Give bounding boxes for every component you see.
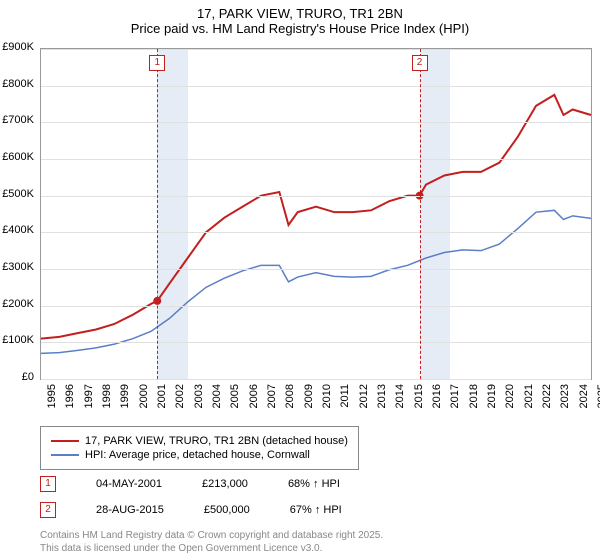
y-gridline [41,86,591,87]
y-gridline [41,232,591,233]
y-tick-label: £900K [0,41,34,53]
x-tick-label: 2015 [413,384,425,414]
x-tick-label: 2009 [303,384,315,414]
footer-line1: Contains HM Land Registry data © Crown c… [40,530,383,541]
x-tick-label: 2023 [559,384,571,414]
y-gridline [41,122,591,123]
x-tick-label: 2001 [156,384,168,414]
sale-info-badge: 1 [40,476,56,492]
title-address: 17, PARK VIEW, TRURO, TR1 2BN [0,6,600,21]
x-tick-label: 2022 [541,384,553,414]
legend-item: 17, PARK VIEW, TRURO, TR1 2BN (detached … [51,435,348,447]
y-tick-label: £500K [0,188,34,200]
y-tick-label: £300K [0,261,34,273]
x-tick-label: 2025 [596,384,600,414]
y-gridline [41,306,591,307]
x-tick-label: 2010 [321,384,333,414]
sale-price: £500,000 [204,504,250,516]
y-gridline [41,49,591,50]
sale-info-row: 2 28-AUG-2015 £500,000 67% ↑ HPI [40,502,342,518]
series-line-price_paid [41,95,591,339]
x-tick-label: 2007 [266,384,278,414]
x-tick-label: 2024 [578,384,590,414]
legend-box: 17, PARK VIEW, TRURO, TR1 2BN (detached … [40,426,359,470]
x-tick-label: 2016 [431,384,443,414]
x-tick-label: 2008 [284,384,296,414]
y-gridline [41,196,591,197]
x-tick-label: 2018 [468,384,480,414]
x-tick-label: 2021 [523,384,535,414]
legend-swatch [51,454,79,456]
x-tick-label: 1996 [64,384,76,414]
title-subtitle: Price paid vs. HM Land Registry's House … [0,21,600,36]
x-tick-label: 2012 [358,384,370,414]
x-tick-label: 2002 [174,384,186,414]
chart-container: 17, PARK VIEW, TRURO, TR1 2BN Price paid… [0,0,600,560]
y-gridline [41,159,591,160]
title-block: 17, PARK VIEW, TRURO, TR1 2BN Price paid… [0,0,600,36]
y-gridline [41,379,591,380]
x-tick-label: 1999 [119,384,131,414]
y-tick-label: £200K [0,298,34,310]
x-tick-label: 2003 [193,384,205,414]
sale-delta: 67% ↑ HPI [290,504,342,516]
y-tick-label: £800K [0,78,34,90]
x-tick-label: 2006 [248,384,260,414]
x-tick-label: 2000 [138,384,150,414]
sale-info-row: 1 04-MAY-2001 £213,000 68% ↑ HPI [40,476,340,492]
y-tick-label: £700K [0,114,34,126]
sale-annotation-badge: 2 [412,55,428,71]
legend-item: HPI: Average price, detached house, Corn… [51,449,348,461]
x-tick-label: 2019 [486,384,498,414]
x-tick-label: 1998 [101,384,113,414]
y-gridline [41,269,591,270]
sale-info-badge: 2 [40,502,56,518]
sale-vline [157,49,158,379]
y-gridline [41,342,591,343]
x-tick-label: 1995 [46,384,58,414]
plot-area: 12 [40,48,592,380]
sale-delta: 68% ↑ HPI [288,478,340,490]
y-tick-label: £0 [0,371,34,383]
x-tick-label: 2004 [211,384,223,414]
sale-date: 04-MAY-2001 [96,478,162,490]
x-tick-label: 1997 [83,384,95,414]
x-tick-label: 2011 [339,384,351,414]
y-tick-label: £600K [0,151,34,163]
legend-swatch [51,440,79,442]
sale-price: £213,000 [202,478,248,490]
x-tick-label: 2005 [229,384,241,414]
legend-label: HPI: Average price, detached house, Corn… [85,449,310,461]
legend-label: 17, PARK VIEW, TRURO, TR1 2BN (detached … [85,435,348,447]
y-tick-label: £400K [0,224,34,236]
sale-date: 28-AUG-2015 [96,504,164,516]
x-tick-label: 2017 [449,384,461,414]
sale-vline [420,49,421,379]
x-tick-label: 2013 [376,384,388,414]
y-tick-label: £100K [0,334,34,346]
sale-annotation-badge: 1 [149,55,165,71]
x-tick-label: 2020 [504,384,516,414]
x-tick-label: 2014 [394,384,406,414]
footer-line2: This data is licensed under the Open Gov… [40,543,322,554]
plot-svg [41,49,591,379]
